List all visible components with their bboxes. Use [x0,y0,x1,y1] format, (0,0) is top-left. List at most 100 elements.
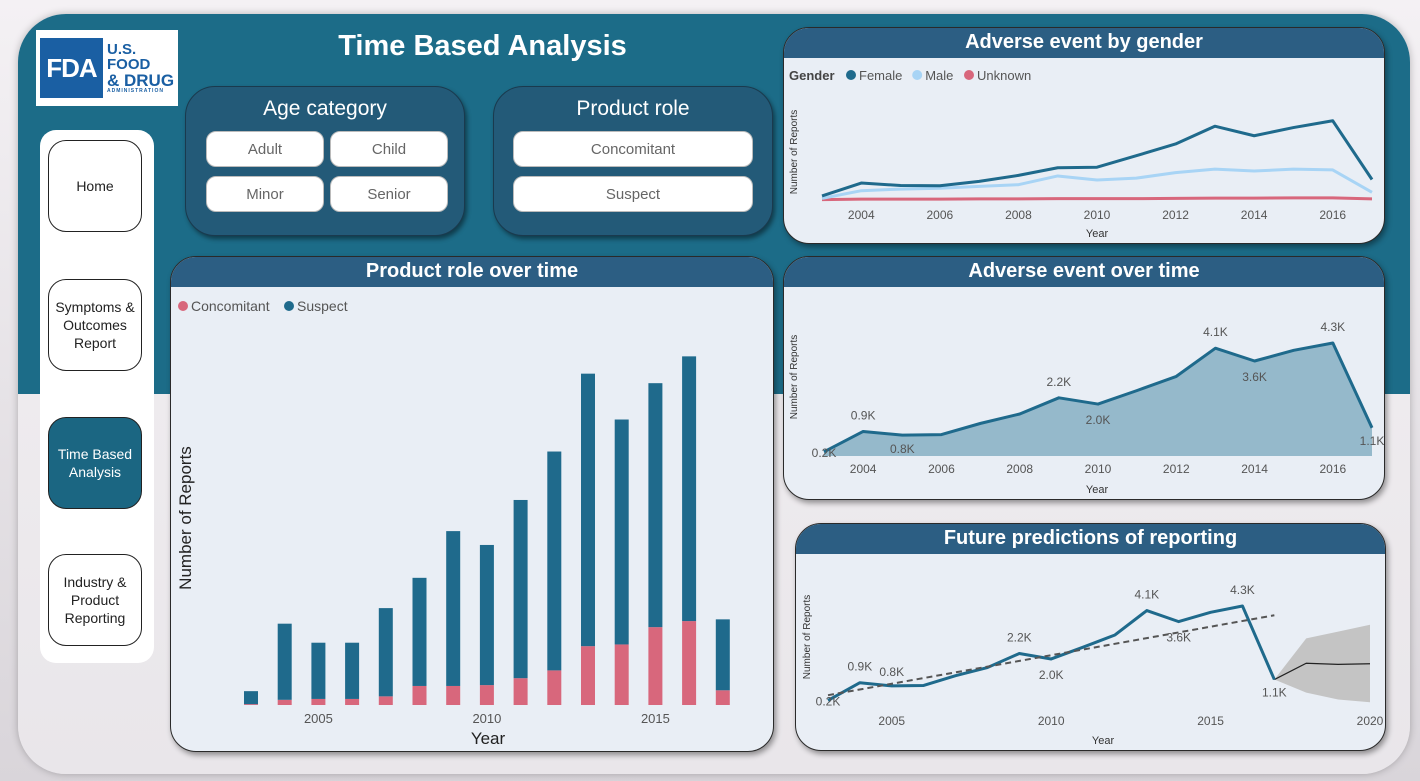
data-label-2010: 2.0K [1086,413,1111,427]
legend-marker-unknown [964,70,974,80]
bar-suspect-2011 [513,499,528,679]
bar-concomitant-2016 [682,621,697,705]
data-label-2010: 2.0K [1039,668,1064,682]
x-tick-2010: 2010 [472,711,501,726]
x-tick-2014: 2014 [1241,462,1268,476]
bar-concomitant-2011 [513,678,528,705]
bar-suspect-2015 [648,383,663,628]
x-tick-2015: 2015 [641,711,670,726]
role-option-suspect[interactable]: Suspect [513,176,753,212]
page-title: Time Based Analysis [338,30,627,62]
bar-concomitant-2012 [547,670,562,705]
logo-line-1: U.S. FOOD [106,41,151,73]
bar-suspect-2016 [682,356,697,622]
data-label-2016: 4.3K [1230,583,1255,597]
data-label-2016: 4.3K [1321,320,1346,334]
x-tick-2012: 2012 [1163,462,1190,476]
x-tick-2008: 2008 [1005,208,1032,222]
y-axis-label: Number of Reports [176,446,195,590]
forecast-line [1274,662,1371,681]
x-tick-2016: 2016 [1320,462,1347,476]
data-label-2009: 2.2K [1007,631,1032,645]
role-chart-card: Product role over time Concomitant Suspec… [170,256,774,752]
data-label-2004: 0.9K [848,660,873,674]
legend-marker-female [846,70,856,80]
legend-label-male: Male [925,68,953,83]
bar-suspect-2003 [244,691,258,705]
x-tick-2020: 2020 [1357,714,1384,728]
x-tick-2006: 2006 [927,208,954,222]
navigation-panel: Home Symptoms & Outcomes Report Time Bas… [40,130,154,663]
bar-suspect-2014 [614,419,629,645]
age-option-child[interactable]: Child [330,131,448,167]
x-tick-2004: 2004 [848,208,875,222]
bar-concomitant-2005 [311,698,326,705]
role-chart-title: Product role over time [171,257,773,287]
age-category-title: Age category [263,97,387,120]
x-axis-label: Year [1086,228,1109,240]
age-option-senior[interactable]: Senior [330,176,448,212]
nav-industry-product[interactable]: Industry & Product Reporting [48,554,142,646]
forecast-title: Future predictions of reporting [796,524,1385,554]
bar-suspect-2008 [412,577,427,686]
x-tick-2005: 2005 [304,711,333,726]
age-option-minor[interactable]: Minor [206,176,324,212]
data-label-2017: 1.1K [1360,434,1384,448]
bar-suspect-2010 [479,544,494,686]
x-tick-2004: 2004 [850,462,877,476]
actual-line [827,604,1276,702]
bar-concomitant-2010 [479,685,494,705]
nav-home[interactable]: Home [48,140,142,232]
x-axis-label: Year [1092,735,1115,747]
bar-concomitant-2007 [378,696,393,705]
data-label-2013: 4.1K [1203,325,1228,339]
product-role-slicer: Product role Concomitant Suspect [493,86,773,236]
fda-logo-mark: FDA [40,38,103,98]
bar-concomitant-2013 [581,646,595,705]
bar-concomitant-2009 [446,685,461,705]
bar-concomitant-2003 [244,704,258,705]
trend-line [827,614,1275,697]
bar-concomitant-2006 [345,698,360,705]
forecast-card: Future predictions of reporting 0.2K 0.9K… [795,523,1386,751]
x-tick-2014: 2014 [1241,208,1268,222]
age-option-adult[interactable]: Adult [206,131,324,167]
area-line [823,341,1374,454]
data-label-2009: 2.2K [1047,375,1072,389]
bar-concomitant-2008 [412,685,427,705]
bar-suspect-2005 [311,642,326,699]
x-tick-2012: 2012 [1162,208,1189,222]
legend-label-suspect: Suspect [297,298,348,314]
gender-chart-card: Adverse event by gender Gender Female Male… [783,27,1385,244]
bar-concomitant-2004 [277,699,292,705]
gender-line-chart: Gender Female Male Unknown 2004 2006 2008 2010 2… [789,68,1374,240]
series-line-unknown [821,196,1373,202]
x-tick-2008: 2008 [1006,462,1033,476]
legend-label-unknown: Unknown [977,68,1031,83]
role-option-concomitant[interactable]: Concomitant [513,131,753,167]
nav-time-based-analysis[interactable]: Time Based Analysis [48,417,142,509]
legend-title: Gender [789,68,835,83]
legend-label-concomitant: Concomitant [191,298,270,314]
x-tick-2006: 2006 [928,462,955,476]
area-fill [824,343,1372,456]
age-category-slicer: Age category Adult Child Minor Senior [185,86,465,236]
fda-logo: FDA U.S. FOOD & DRUG ADMINISTRATION [36,30,178,106]
forecast-line-chart: 0.2K 0.9K 0.8K 2.2K 2.0K 4.1K 3.6K 4.3K 1.1K 2005… [802,583,1384,747]
bar-suspect-2009 [446,531,461,686]
series-line-male [821,167,1373,200]
legend-marker-concomitant [178,301,188,311]
nav-symptoms-outcomes[interactable]: Symptoms & Outcomes Report [48,279,142,371]
y-axis-label: Number of Reports [802,595,813,679]
bar-suspect-2006 [345,642,360,699]
legend-marker-male [912,70,923,80]
bar-suspect-2004 [277,623,292,700]
x-tick-2005: 2005 [878,714,905,728]
data-label-2003: 0.2K [816,694,841,708]
legend-marker-suspect [284,301,294,311]
bar-suspect-2007 [378,608,393,697]
adverse-area-chart: 0.2K 0.9K 0.8K 2.2K 2.0K 4.1K 3.6K 4.3K 1.1K 2004… [789,320,1384,496]
data-label-2014: 3.6K [1166,631,1191,645]
legend-label-female: Female [859,68,902,83]
logo-line-2: & DRUG [106,71,175,90]
